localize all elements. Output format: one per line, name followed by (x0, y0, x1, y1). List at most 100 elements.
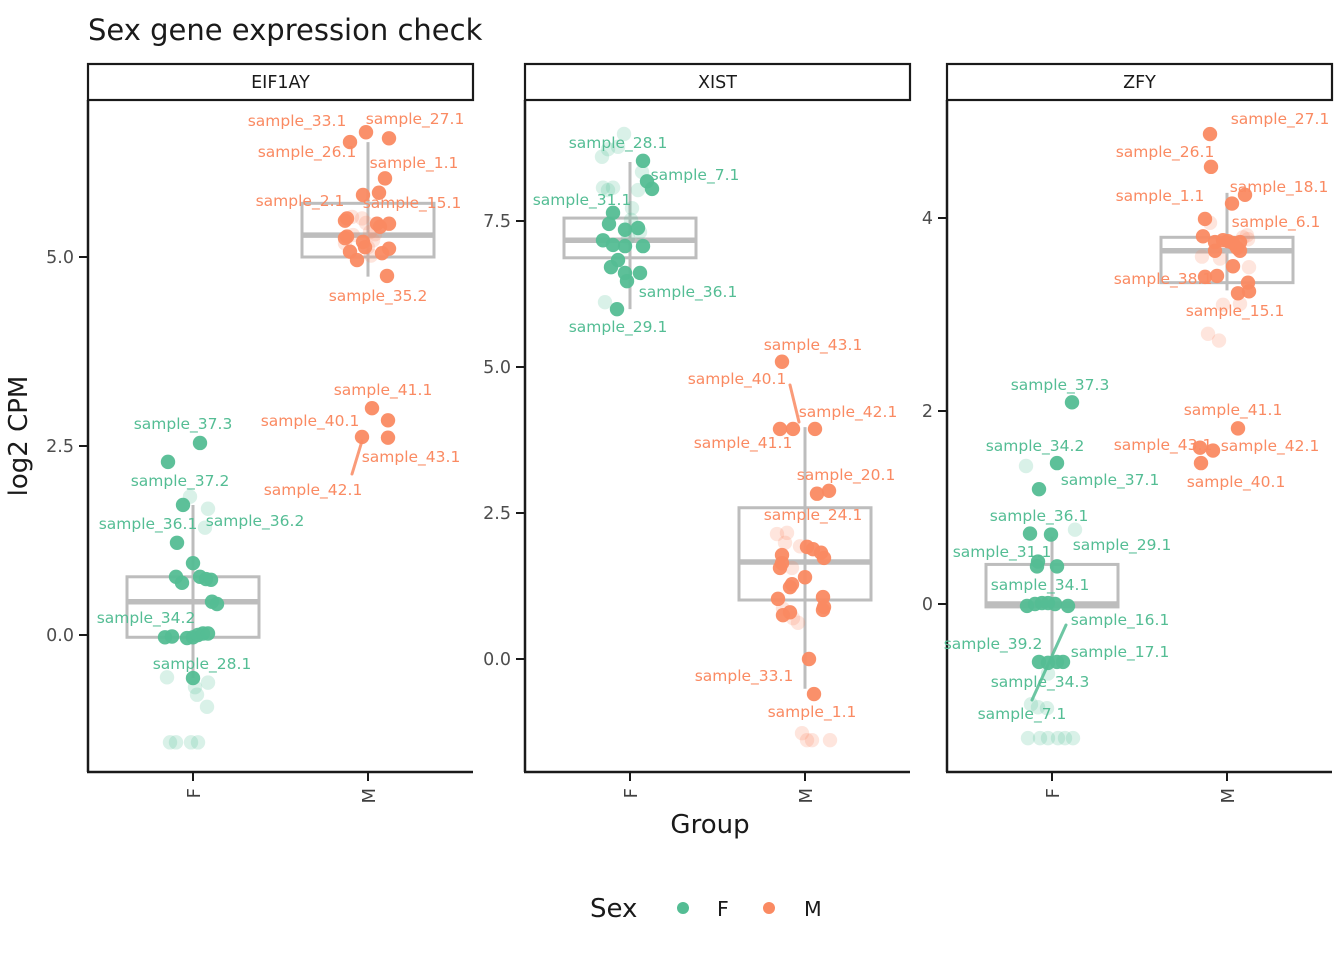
data-point (609, 301, 625, 317)
data-point (364, 401, 380, 416)
data-point (1230, 286, 1246, 301)
data-point (1022, 526, 1038, 541)
data-point (605, 205, 621, 221)
data-point (1043, 527, 1059, 542)
data-point-faint (162, 735, 178, 750)
sample-label: sample_27.1 (1231, 110, 1330, 129)
data-point (200, 626, 216, 641)
box (737, 506, 873, 602)
sample-label: sample_28.1 (153, 655, 252, 674)
data-point (377, 171, 393, 186)
sample-label: sample_24.1 (764, 506, 863, 525)
data-point (1064, 395, 1080, 410)
data-point (1224, 196, 1240, 211)
sample-label: sample_42.1 (1221, 437, 1320, 456)
x-tick-label: M (796, 788, 817, 804)
data-point (635, 238, 651, 254)
data-point (797, 570, 813, 585)
sample-label: sample_29.1 (569, 318, 668, 337)
data-point-faint (354, 211, 370, 226)
sample-label: sample_26.1 (1116, 143, 1215, 162)
data-point-faint (189, 687, 205, 702)
y-tick-label: 0 (922, 595, 933, 615)
legend-dot-f-icon (677, 902, 689, 914)
legend: Sex F M (590, 894, 822, 924)
data-point-faint (1194, 249, 1210, 264)
data-point (160, 454, 176, 470)
x-axis-title: Group (670, 810, 749, 840)
data-point (1230, 421, 1246, 436)
sample-label: sample_26.1 (258, 143, 357, 162)
sample-label: sample_34.3 (991, 673, 1090, 692)
sample-label: sample_43.1 (764, 336, 863, 355)
data-point (1049, 455, 1065, 471)
data-point (175, 497, 191, 513)
data-point (605, 237, 621, 253)
data-point (1205, 443, 1221, 458)
sample-label: sample_35.2 (329, 287, 428, 306)
data-point (371, 185, 387, 200)
data-point (342, 134, 358, 150)
data-point (209, 596, 225, 612)
data-point (185, 555, 201, 571)
sample-label: sample_1.1 (370, 154, 459, 173)
data-point (815, 602, 831, 618)
legend-title: Sex (590, 894, 637, 924)
data-point (1232, 234, 1248, 250)
sample-label: sample_6.1 (1232, 213, 1321, 232)
data-point (1195, 229, 1211, 244)
data-point-faint (1040, 730, 1056, 746)
data-point-faint (200, 501, 216, 516)
data-point (358, 125, 374, 140)
data-point (1192, 440, 1208, 455)
data-point (770, 591, 786, 607)
data-point-faint (595, 180, 611, 195)
data-point-faint (1067, 522, 1083, 537)
data-point-faint (200, 675, 216, 690)
label-leader-line (1030, 623, 1068, 702)
sample-label: sample_29.1 (1073, 536, 1172, 555)
chart-title: Sex gene expression check (88, 13, 483, 47)
y-tick-label: 2.5 (483, 504, 511, 524)
legend-label-f: F (717, 897, 729, 921)
sample-label: sample_7.1 (978, 705, 1067, 724)
data-point (1029, 559, 1045, 574)
data-point-faint (1215, 297, 1231, 313)
y-tick-label: 7.5 (483, 212, 511, 232)
y-axis-title: log2 CPM (4, 376, 34, 497)
sample-label: sample_1.1 (768, 703, 857, 722)
data-point (203, 572, 219, 588)
sample-label: sample_36.1 (99, 515, 198, 534)
data-point (644, 181, 660, 197)
data-point (782, 579, 798, 595)
data-point (174, 575, 190, 591)
data-point-faint (610, 139, 626, 155)
data-point (185, 670, 201, 686)
data-point (809, 486, 825, 501)
sample-label: sample_18.1 (1230, 178, 1329, 197)
facet-title: XIST (698, 73, 737, 93)
data-point-faint (779, 525, 795, 541)
data-point-faint (1050, 730, 1066, 746)
data-point (1237, 187, 1253, 203)
data-point-faint (804, 732, 820, 748)
data-point-faint (1211, 333, 1227, 348)
data-point (169, 535, 185, 550)
x-tick-label: F (184, 788, 205, 798)
data-point (192, 435, 208, 451)
data-point (774, 354, 790, 369)
data-point-faint (1018, 458, 1034, 474)
data-point-faint (159, 670, 175, 685)
data-point (337, 230, 353, 246)
data-point (617, 238, 633, 254)
data-point (816, 550, 832, 566)
data-point-faint (777, 535, 793, 550)
sample-label: sample_31.1 (953, 543, 1052, 562)
legend-label-m: M (804, 897, 822, 921)
y-tick-label: 0.0 (483, 650, 511, 670)
data-point-faint (616, 126, 632, 142)
data-point-faint (1032, 730, 1048, 746)
data-point (355, 187, 371, 203)
